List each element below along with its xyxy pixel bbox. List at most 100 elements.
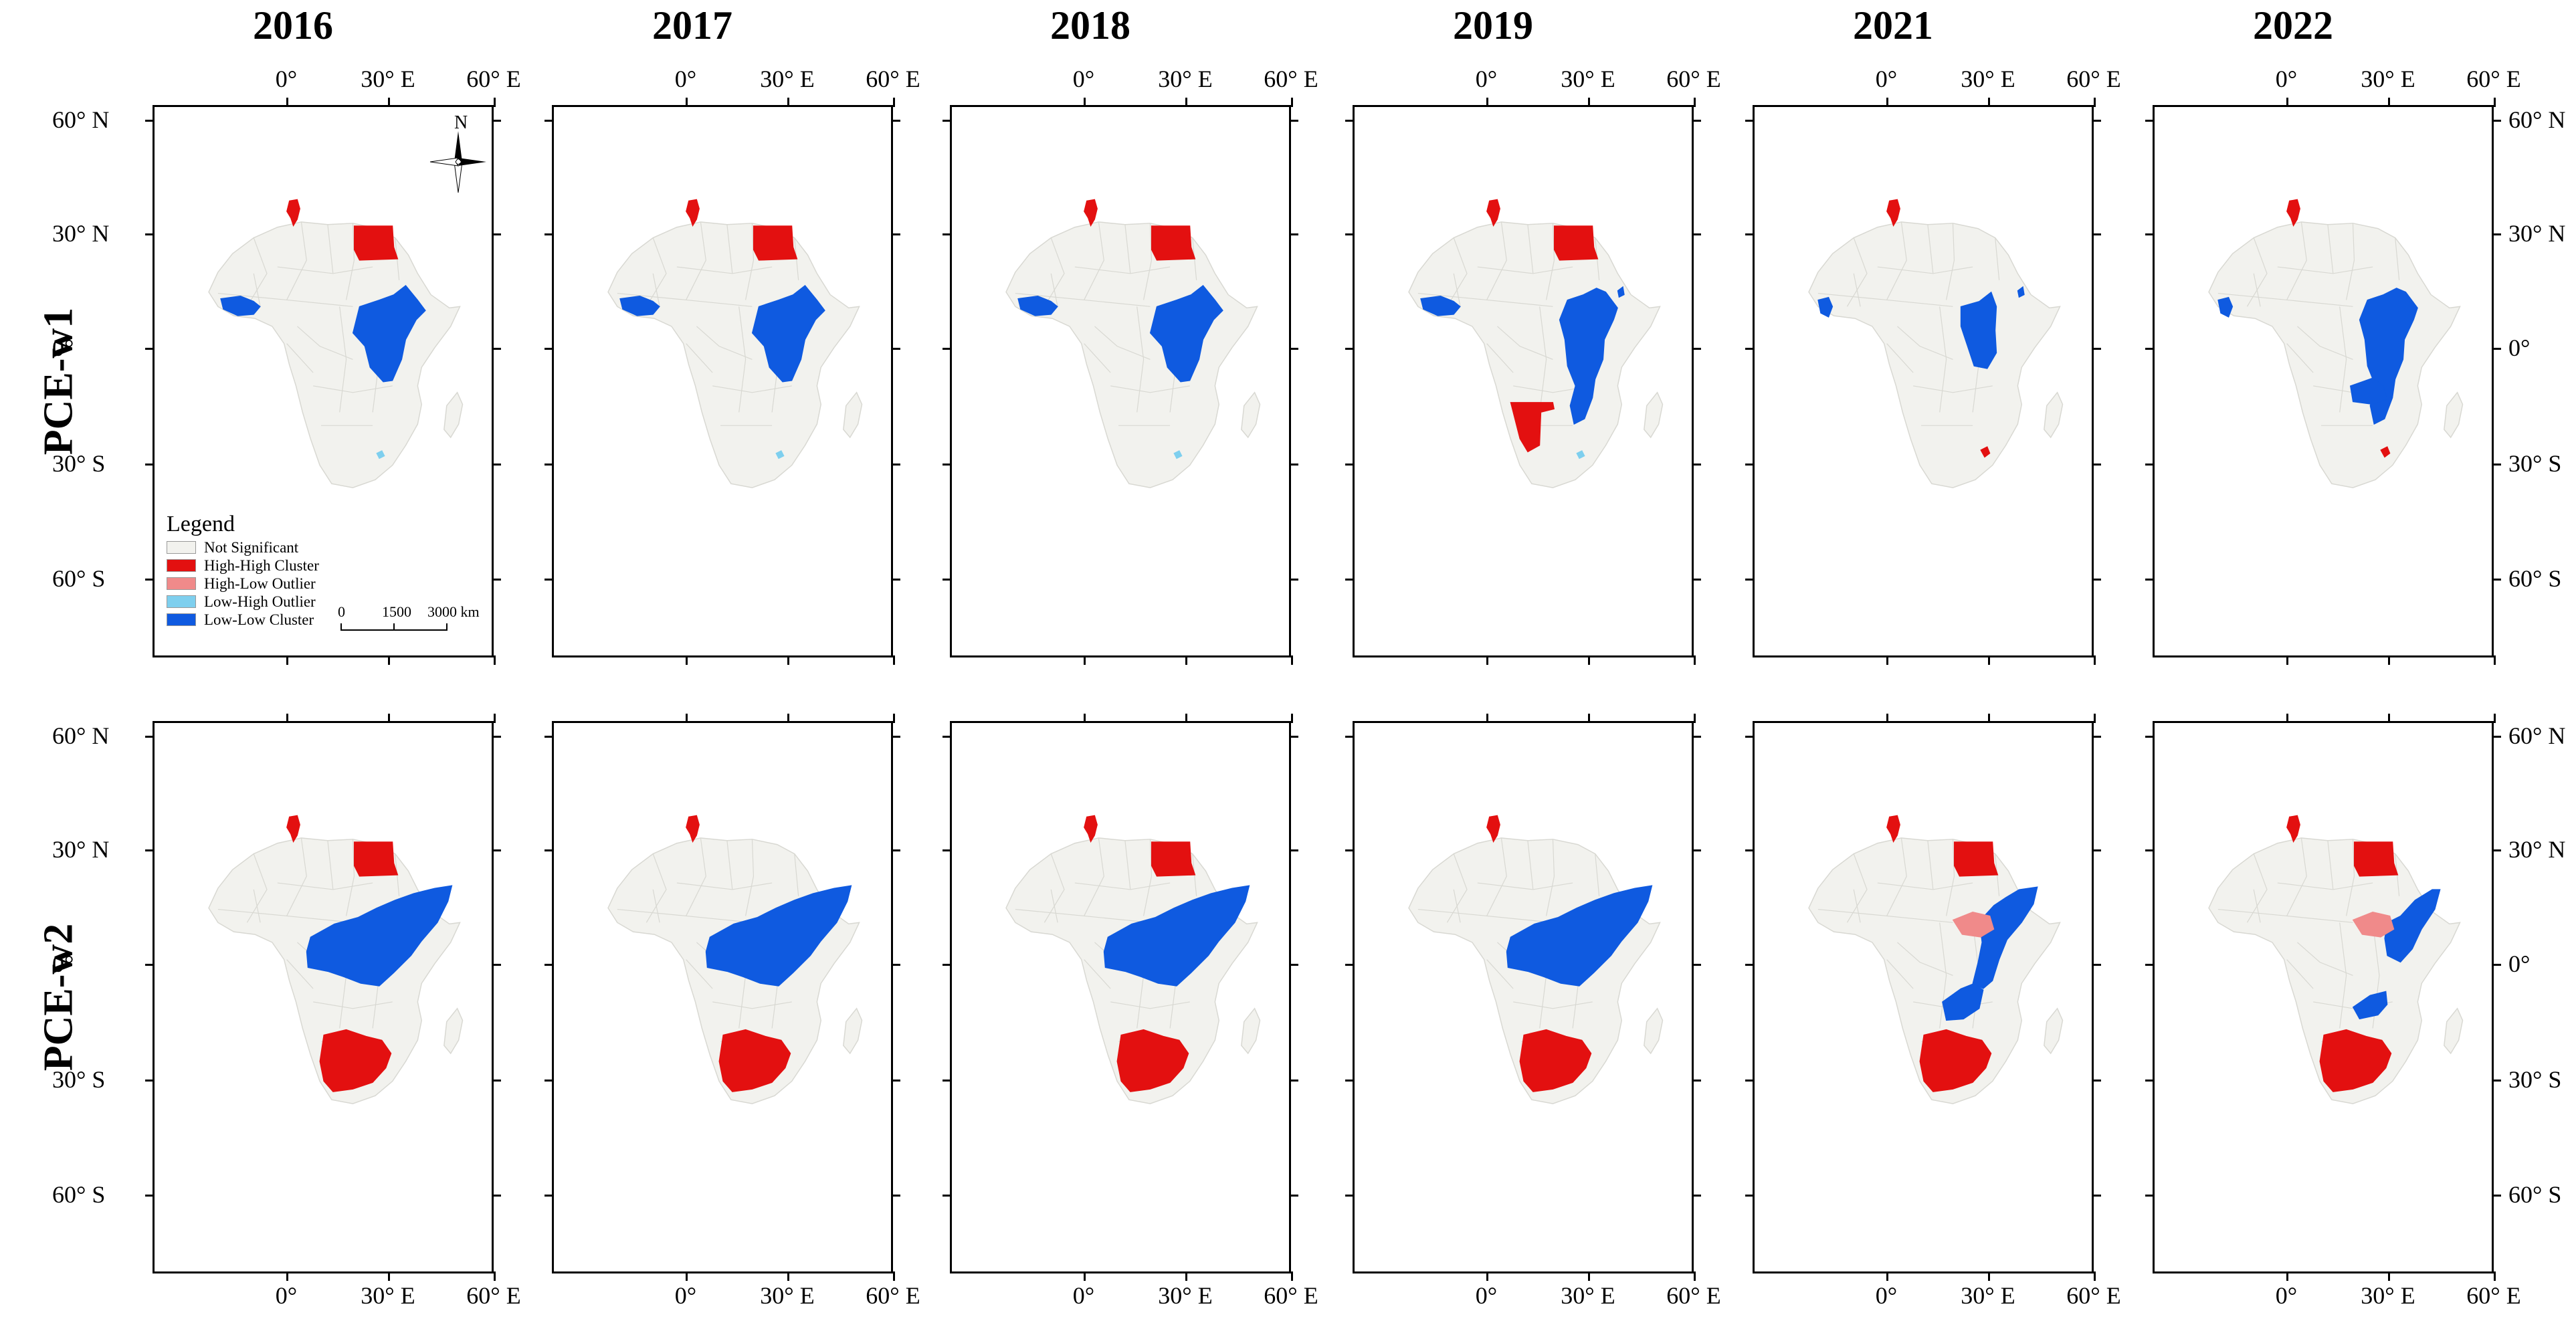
lat-tick	[1745, 233, 1755, 235]
region-south-africa-hh	[1519, 1029, 1592, 1092]
lat-tick	[1289, 964, 1298, 966]
region-east-africa-long-ll	[2359, 288, 2418, 425]
region-egypt-hh	[353, 841, 399, 877]
country-border	[2327, 224, 2334, 274]
region-lesotho-lh	[1576, 450, 1585, 459]
lon-tick	[1988, 1271, 1990, 1281]
lon-tick	[2388, 714, 2390, 723]
scale-bar: 0 1500 3000 km	[338, 603, 541, 643]
region-west-africa-ll	[619, 296, 660, 316]
lon-label: 30° E	[1158, 1282, 1213, 1309]
map-panel-pce-w1-2016: N Legend Not Significant High-High Cluster H…	[153, 105, 494, 657]
lat-tick	[2492, 233, 2501, 235]
lon-tick	[1084, 98, 1086, 107]
country-border	[1124, 840, 1131, 890]
country-border	[2327, 840, 2334, 890]
country-border	[277, 882, 373, 890]
region-horn-east-small-ll	[2384, 889, 2441, 963]
country-border	[313, 385, 393, 393]
country-border	[652, 273, 660, 307]
country-border	[1084, 343, 1111, 373]
lon-label: 30° E	[1961, 1282, 2015, 1309]
lat-tick	[1345, 120, 1355, 122]
lat-tick	[145, 579, 155, 581]
country-border	[1050, 889, 1058, 923]
map-panel-pce-w2-2019	[1353, 721, 1694, 1273]
lon-label: 60° E	[866, 66, 920, 92]
country-border	[1539, 306, 1547, 413]
country-border	[327, 224, 334, 274]
lon-label: 60° E	[1666, 1282, 1721, 1309]
lon-label: 30° E	[361, 66, 415, 92]
lon-tick	[2286, 1271, 2288, 1281]
country-border	[1946, 223, 1955, 300]
lat-tick	[492, 736, 501, 738]
lat-tick	[2092, 233, 2101, 235]
lat-tick	[492, 579, 501, 581]
lat-label: 60° S	[52, 1181, 106, 1208]
lat-label: 30° S	[52, 450, 106, 477]
region-guinea-ll	[1817, 296, 1834, 318]
lon-label: 0°	[2275, 1282, 2298, 1309]
lon-tick	[1084, 714, 1086, 723]
country-border	[1939, 306, 1947, 413]
lat-tick	[1289, 348, 1298, 350]
country-border	[1877, 882, 1973, 890]
lat-label: 30° N	[52, 836, 110, 863]
lon-label: 0°	[275, 1282, 298, 1309]
lat-tick	[2092, 849, 2101, 851]
region-djibouti-ll	[2017, 286, 2025, 298]
country-border	[794, 853, 799, 896]
lat-tick	[2492, 120, 2501, 122]
country-border	[1143, 223, 1153, 300]
lon-tick	[2094, 98, 2096, 107]
country-border	[1527, 840, 1534, 890]
region-central-east-ll	[705, 885, 852, 987]
lon-tick	[2388, 1271, 2390, 1281]
lon-tick	[1588, 714, 1590, 723]
country-border	[646, 853, 667, 923]
lon-tick	[1185, 655, 1187, 665]
north-arrow-icon: N	[427, 110, 489, 197]
lon-tick	[1084, 655, 1086, 665]
lon-tick	[893, 1271, 895, 1281]
lat-tick	[943, 1195, 952, 1197]
country-border	[2339, 306, 2347, 413]
lon-tick	[388, 655, 390, 665]
lat-tick	[2145, 233, 2155, 235]
lon-tick	[286, 714, 288, 723]
lat-tick	[943, 736, 952, 738]
country-border	[1927, 840, 1934, 890]
country-border	[286, 837, 307, 916]
lon-tick	[1291, 98, 1293, 107]
region-south-africa-hh	[2319, 1029, 2392, 1092]
country-border	[1853, 273, 1861, 307]
lat-tick	[891, 464, 900, 466]
legend-item: Not Significant	[167, 538, 319, 556]
map-panel-pce-w2-2016	[153, 721, 494, 1273]
country-border	[2339, 922, 2347, 1029]
map-panel-pce-w2-2018	[950, 721, 1291, 1273]
country-border	[2277, 882, 2373, 890]
legend-item: Low-High Outlier	[167, 593, 319, 611]
lat-tick	[1345, 1195, 1355, 1197]
country-border	[745, 223, 755, 300]
legend-label: Not Significant	[204, 538, 299, 556]
country-border	[346, 223, 355, 300]
lat-label: 0°	[52, 950, 74, 977]
country-border	[1084, 959, 1111, 989]
country-border	[686, 837, 706, 916]
country-border	[1886, 343, 1914, 373]
region-east-africa-ll	[751, 285, 825, 383]
country-border	[286, 221, 307, 300]
country-border	[1050, 273, 1058, 307]
africa-map	[2208, 815, 2464, 1104]
region-east-africa-ll	[352, 285, 426, 383]
country-border	[2217, 292, 2353, 307]
lat-tick	[891, 1080, 900, 1082]
lat-tick	[2145, 964, 2155, 966]
africa-map	[208, 199, 464, 488]
lat-tick	[2092, 120, 2101, 122]
region-lesotho-lh	[376, 450, 385, 459]
svg-text:N: N	[454, 112, 468, 133]
